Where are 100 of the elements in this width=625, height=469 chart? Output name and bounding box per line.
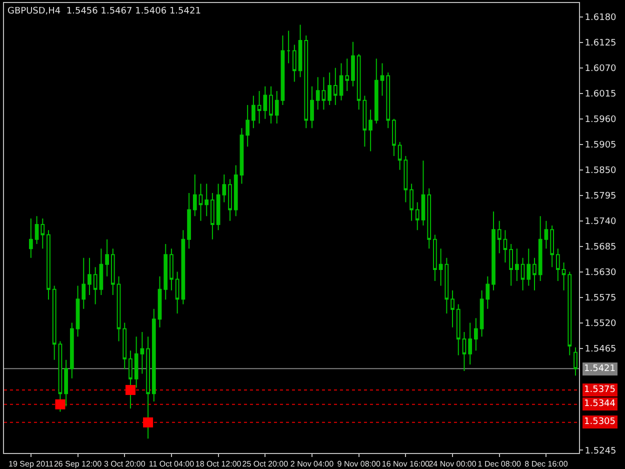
candlestick <box>110 248 115 296</box>
candlestick <box>492 211 496 291</box>
y-tick-label: 1.5850 <box>584 166 617 176</box>
candlestick <box>222 174 226 203</box>
candlestick <box>246 104 250 148</box>
y-tick-label: 1.6180 <box>584 13 617 24</box>
candlestick <box>187 192 191 250</box>
candlestick <box>170 248 174 291</box>
candlestick <box>568 271 572 356</box>
candlestick <box>427 188 432 250</box>
candlestick <box>503 230 508 264</box>
candlestick <box>29 218 33 258</box>
candlestick <box>356 53 361 110</box>
candlestick <box>140 332 144 374</box>
candlestick <box>456 304 460 356</box>
y-tick-label: 1.5685 <box>584 242 616 252</box>
y-tick-label: 1.6125 <box>584 38 616 49</box>
ref-line-label: 1.5375 <box>584 385 616 395</box>
candlestick <box>204 183 209 217</box>
y-tick-label: 1.5630 <box>584 268 617 278</box>
candlestick <box>468 322 472 365</box>
candlestick <box>70 322 74 379</box>
candlestick <box>58 340 62 412</box>
candlestick <box>192 174 197 217</box>
x-tick-label: 24 Nov 00:00 <box>428 460 477 469</box>
candlestick <box>345 58 350 92</box>
point <box>55 399 66 410</box>
candlestick <box>474 318 478 352</box>
candlestick <box>298 24 302 78</box>
candlestick <box>544 220 548 250</box>
candlestick <box>269 86 273 124</box>
candlestick <box>526 248 531 286</box>
candlestick <box>134 336 138 388</box>
y-tick-label: 1.6070 <box>584 64 617 74</box>
y-tick-label: 1.5740 <box>584 216 617 227</box>
candlestick <box>93 266 98 305</box>
x-tick-label: 26 Sep 12:00 <box>54 460 102 469</box>
candlestick <box>228 178 232 222</box>
candlestick <box>76 285 80 338</box>
candlestick <box>280 34 285 106</box>
candlestick <box>333 67 338 106</box>
candlestick <box>52 285 56 360</box>
candlestick <box>433 234 437 282</box>
candlestick <box>380 62 384 96</box>
x-tick-label: 18 Oct 12:00 <box>195 460 242 469</box>
candlestick <box>462 332 466 372</box>
y-tick-label: 1.5795 <box>584 191 616 202</box>
chart-title: GBPUSD,H4 1.5456 1.5467 1.5406 1.5421 <box>8 6 201 16</box>
candlestick <box>240 128 244 184</box>
candlestick <box>328 72 332 106</box>
candlestick <box>392 118 396 156</box>
candlestick <box>520 257 525 291</box>
candlestick <box>415 202 420 231</box>
candlestick <box>398 142 402 170</box>
x-tick-label: 25 Oct 20:00 <box>242 460 289 469</box>
candlestick <box>263 86 268 120</box>
x-tick-label: 19 Sep 2011 <box>8 460 54 469</box>
candlestick <box>152 308 156 402</box>
x-tick-label: 11 Oct 04:00 <box>148 460 195 469</box>
candlestick <box>556 248 560 282</box>
candlestick <box>292 44 296 82</box>
candlestick <box>404 155 408 203</box>
candlestick <box>550 224 554 268</box>
candlestick <box>515 248 519 282</box>
candlestick <box>538 216 542 282</box>
candlestick <box>286 30 291 64</box>
candlestick <box>480 290 484 338</box>
candlestick <box>105 238 109 277</box>
candlestick <box>368 109 372 152</box>
candlestick <box>40 218 45 250</box>
ref-line-label: 1.5344 <box>584 399 616 409</box>
y-tick-label: 1.6015 <box>584 90 616 100</box>
candlestick <box>257 90 262 124</box>
candlestick <box>158 276 162 328</box>
point <box>125 384 136 395</box>
candlestick <box>164 243 168 300</box>
candlestick <box>509 243 514 286</box>
candlestick <box>421 160 426 226</box>
candlestick <box>386 72 390 129</box>
candlestick <box>198 183 203 222</box>
candlestick <box>410 183 414 222</box>
x-tick-label: 1 Dec 08:00 <box>478 460 522 469</box>
candlestick <box>128 350 132 410</box>
candlestick <box>216 183 220 231</box>
candlestick <box>252 95 256 129</box>
candlestick <box>210 192 214 240</box>
candlestick <box>34 216 39 244</box>
candlestick <box>116 276 121 342</box>
y-tick-label: 1.5520 <box>584 318 617 329</box>
candlestick <box>339 62 344 101</box>
candlestick <box>486 276 490 310</box>
candlestick <box>374 58 378 124</box>
candlestick <box>304 34 308 129</box>
candlestick <box>82 257 86 310</box>
y-tick-label: 1.5960 <box>584 115 617 126</box>
ref-line-label: 1.5305 <box>584 417 616 427</box>
candlestick <box>64 359 68 407</box>
candlestick <box>562 262 566 291</box>
candlestick <box>99 248 104 296</box>
y-tick-label: 1.5905 <box>584 140 616 150</box>
